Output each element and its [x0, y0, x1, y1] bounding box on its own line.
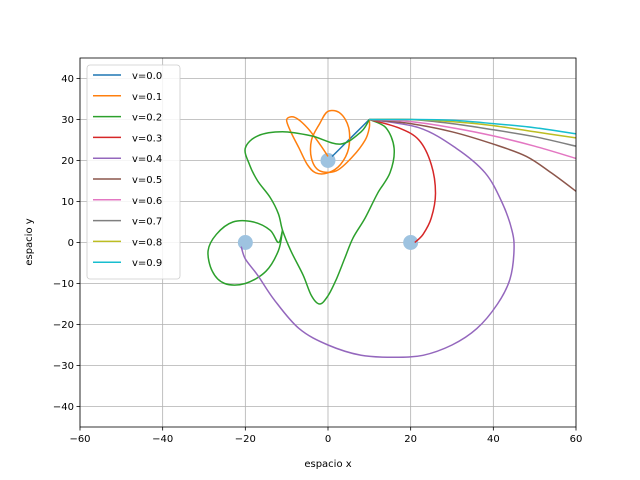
series-line: [369, 118, 576, 192]
legend-label: v=0.2: [132, 113, 162, 124]
x-tick-label: −60: [69, 434, 90, 445]
series-line: [369, 118, 576, 135]
attractor-point: [320, 153, 336, 168]
legend-label: v=0.5: [132, 175, 162, 186]
x-axis: −60 −40 −20 0 20 40 60: [69, 427, 582, 445]
legend-label: v=0.6: [132, 196, 162, 207]
series-lines: [207, 109, 576, 359]
attractor-point: [237, 235, 253, 250]
legend-label: v=0.0: [132, 71, 162, 82]
legend-label: v=0.8: [132, 237, 162, 248]
series-line: [240, 118, 515, 359]
y-tick-label: 30: [61, 115, 74, 126]
y-tick-label: −30: [53, 361, 74, 372]
y-tick-label: 20: [61, 156, 74, 167]
legend-box: [86, 64, 181, 280]
legend-label: v=0.3: [132, 133, 162, 144]
series-line: [369, 118, 437, 244]
legend-label: v=0.7: [132, 217, 162, 228]
y-tick-label: −20: [53, 320, 74, 331]
attractor-point: [403, 235, 419, 250]
series-line: [285, 109, 371, 175]
x-axis-label: espacio x: [304, 459, 351, 470]
legend-label: v=0.9: [132, 258, 162, 269]
x-tick-label: −20: [235, 434, 256, 445]
y-axis-label: espacio y: [24, 218, 35, 265]
series-line: [207, 219, 284, 286]
legend-label: v=0.4: [132, 154, 162, 165]
y-tick-label: 0: [68, 238, 74, 249]
x-tick-label: −40: [152, 434, 173, 445]
x-tick-label: 20: [404, 434, 417, 445]
y-tick-label: −40: [53, 402, 74, 413]
series-line: [331, 118, 370, 157]
series-line: [369, 118, 576, 160]
x-tick-label: 0: [325, 434, 331, 445]
y-axis: −40 −30 −20 −10 0 10 20 30 40: [53, 74, 80, 413]
series-line: [244, 118, 395, 305]
y-tick-label: −10: [53, 279, 74, 290]
y-tick-label: 40: [61, 74, 74, 85]
legend-label: v=0.1: [132, 92, 162, 103]
y-tick-label: 10: [61, 197, 74, 208]
attractor-points: [237, 153, 419, 250]
x-tick-label: 40: [487, 434, 500, 445]
legend: v=0.0 v=0.1 v=0.2 v=0.3 v=0.4 v=0.5 v=0.6 v=0.7…: [86, 64, 181, 280]
x-tick-label: 60: [570, 434, 583, 445]
